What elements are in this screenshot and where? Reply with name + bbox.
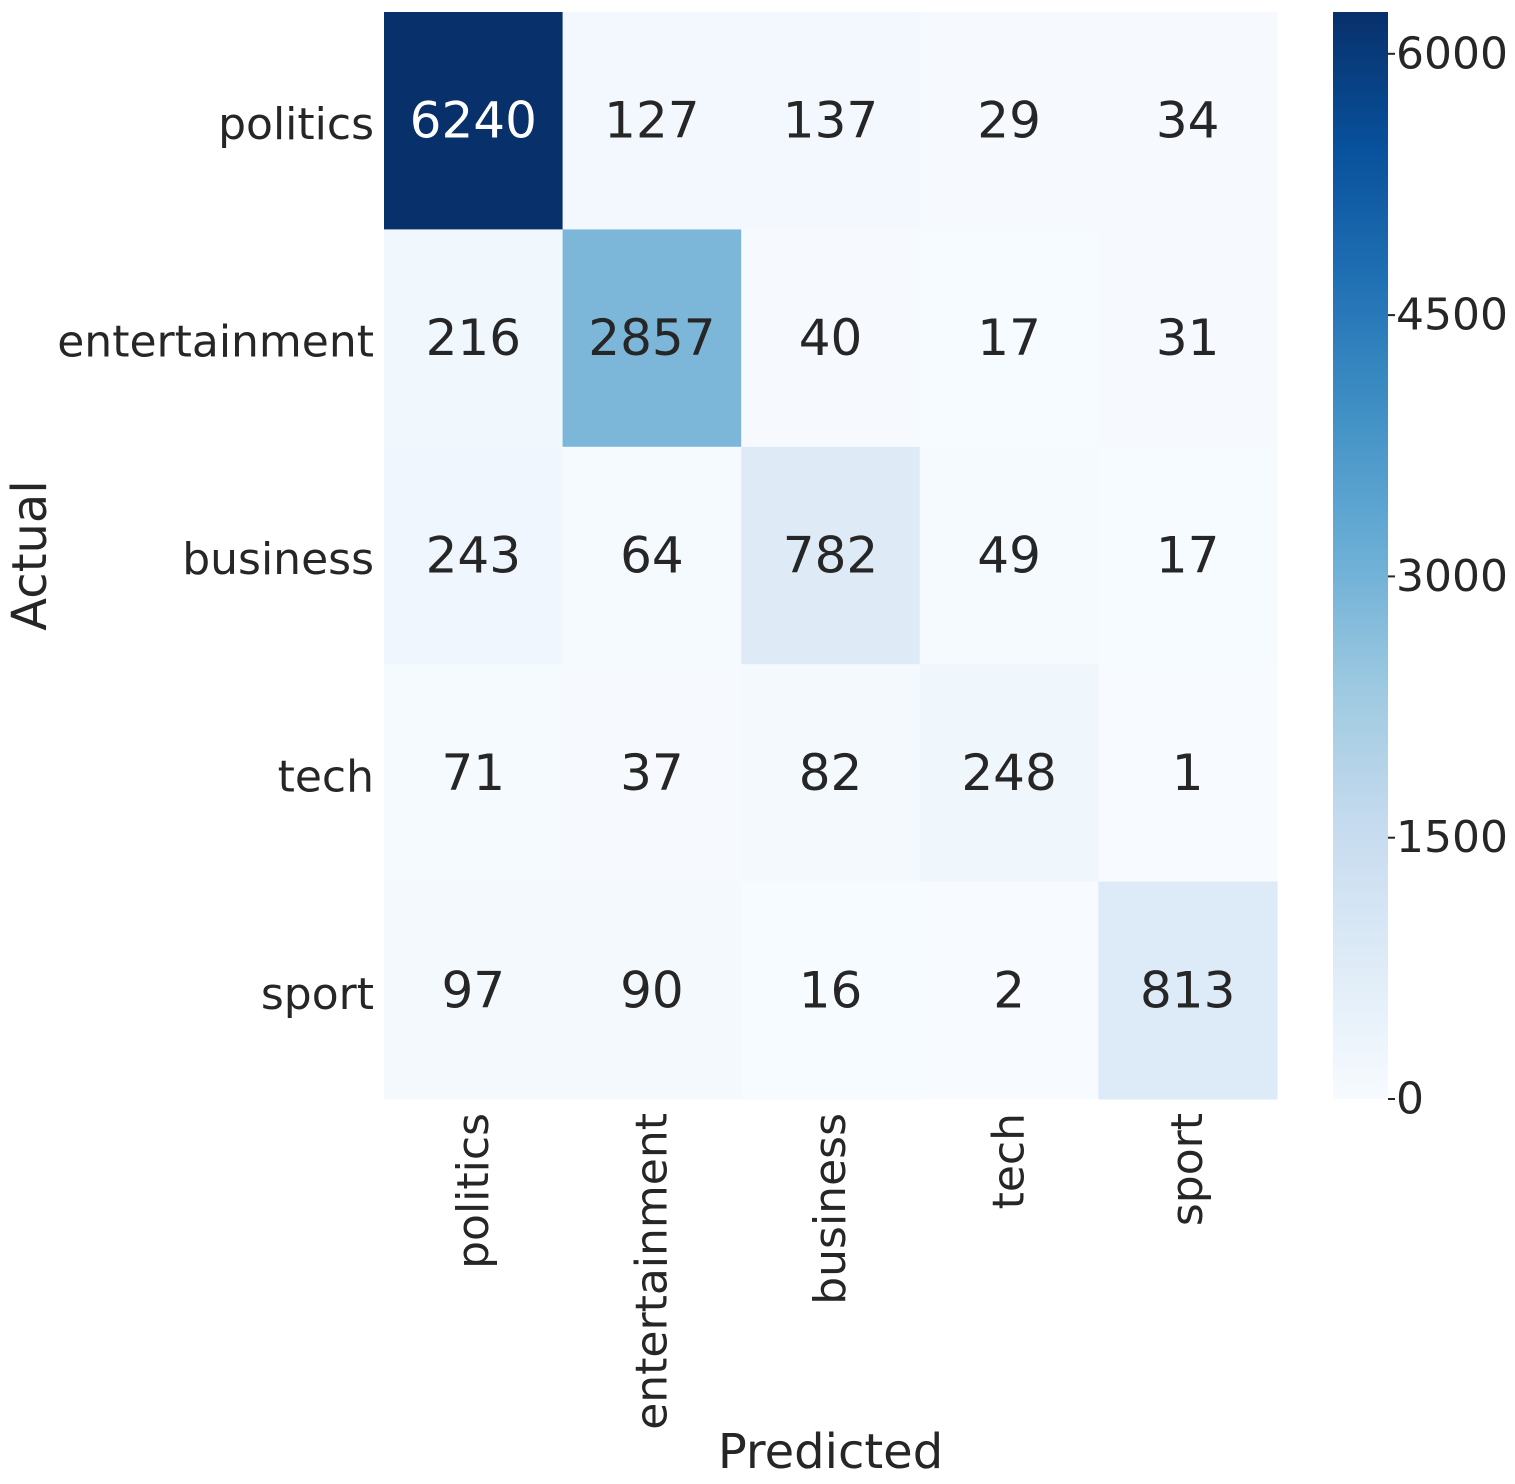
heatmap-cell — [1098, 12, 1278, 230]
heatmap-cell — [562, 881, 742, 1100]
heatmap-cell — [741, 229, 921, 448]
x-tick-label: entertainment — [626, 1113, 677, 1430]
cell-value-label: 29 — [977, 92, 1041, 150]
heatmap-cell — [384, 881, 564, 1100]
heatmap-cell — [1098, 229, 1278, 448]
colorbar-tick-label: 3000 — [1396, 551, 1508, 602]
cell-value-label: 37 — [620, 744, 684, 802]
heatmap-cell — [919, 229, 1099, 448]
cell-value-label: 813 — [1140, 961, 1235, 1019]
heatmap-cell — [562, 229, 742, 448]
colorbar-tick-label: 0 — [1396, 1074, 1424, 1125]
heatmap-cell — [562, 664, 742, 883]
y-tick-label: sport — [261, 969, 374, 1020]
cell-value-label: 248 — [961, 744, 1056, 802]
x-axis-label: Predicted — [718, 1424, 943, 1480]
cell-value-label: 216 — [426, 309, 521, 367]
cell-value-label: 243 — [426, 527, 521, 585]
heatmap-cell — [919, 446, 1099, 665]
y-tick-label: tech — [278, 751, 374, 802]
x-tick-label: business — [805, 1113, 856, 1305]
colorbar-tick-label: 6000 — [1396, 28, 1508, 79]
heatmap-cell — [1098, 881, 1278, 1100]
heatmap-cell — [384, 446, 564, 665]
cell-value-label: 40 — [799, 309, 863, 367]
cell-value-label: 6240 — [410, 92, 537, 150]
cell-value-label: 31 — [1156, 309, 1220, 367]
colorbar-tick-label: 4500 — [1396, 290, 1508, 341]
y-axis-ticks: politics entertainment business tech sport — [57, 99, 374, 1020]
cell-value-label: 49 — [977, 527, 1041, 585]
cell-value-label: 16 — [799, 961, 863, 1019]
heatmap-cell — [741, 446, 921, 665]
x-tick-label: sport — [1162, 1113, 1213, 1226]
cell-value-label: 127 — [604, 92, 699, 150]
heatmap-cell — [741, 12, 921, 230]
heatmap-cell — [1098, 446, 1278, 665]
x-tick-label: tech — [984, 1113, 1035, 1209]
cell-value-label: 97 — [441, 961, 505, 1019]
y-tick-label: politics — [218, 99, 374, 150]
cell-value-label: 17 — [977, 309, 1041, 367]
heatmap-cell — [384, 12, 564, 230]
heatmap-cell — [919, 12, 1099, 230]
x-tick-label: politics — [448, 1113, 499, 1269]
heatmap-cell — [384, 664, 564, 883]
y-tick-label: entertainment — [57, 317, 374, 368]
heatmap-cell — [919, 881, 1099, 1100]
colorbar-ticks: 0 1500 3000 4500 6000 — [1388, 28, 1508, 1125]
heatmap-cell — [562, 12, 742, 230]
cell-value-label: 782 — [783, 527, 878, 585]
colorbar-tick-label: 1500 — [1396, 812, 1508, 863]
cell-value-label: 82 — [799, 744, 863, 802]
heatmap-cell — [741, 881, 921, 1100]
heatmap-cell — [919, 664, 1099, 883]
colorbar — [1333, 12, 1388, 1099]
heatmap-cell — [384, 229, 564, 448]
cell-value-label: 1 — [1172, 744, 1204, 802]
cell-value-label: 2857 — [588, 309, 715, 367]
cell-value-label: 71 — [441, 744, 505, 802]
cell-value-label: 17 — [1156, 527, 1220, 585]
cell-value-label: 2 — [993, 961, 1025, 1019]
cell-value-label: 137 — [783, 92, 878, 150]
heatmap-cell — [562, 446, 742, 665]
y-tick-label: business — [182, 534, 374, 585]
x-axis-ticks: politics entertainment business tech sport — [448, 1113, 1213, 1430]
cell-value-label: 90 — [620, 961, 684, 1019]
heatmap-cell — [741, 664, 921, 883]
cell-value-label: 34 — [1156, 92, 1220, 150]
cell-value-label: 64 — [620, 527, 684, 585]
heatmap-cell — [1098, 664, 1278, 883]
heatmap-grid — [384, 12, 1278, 1100]
y-axis-label: Actual — [2, 480, 58, 630]
